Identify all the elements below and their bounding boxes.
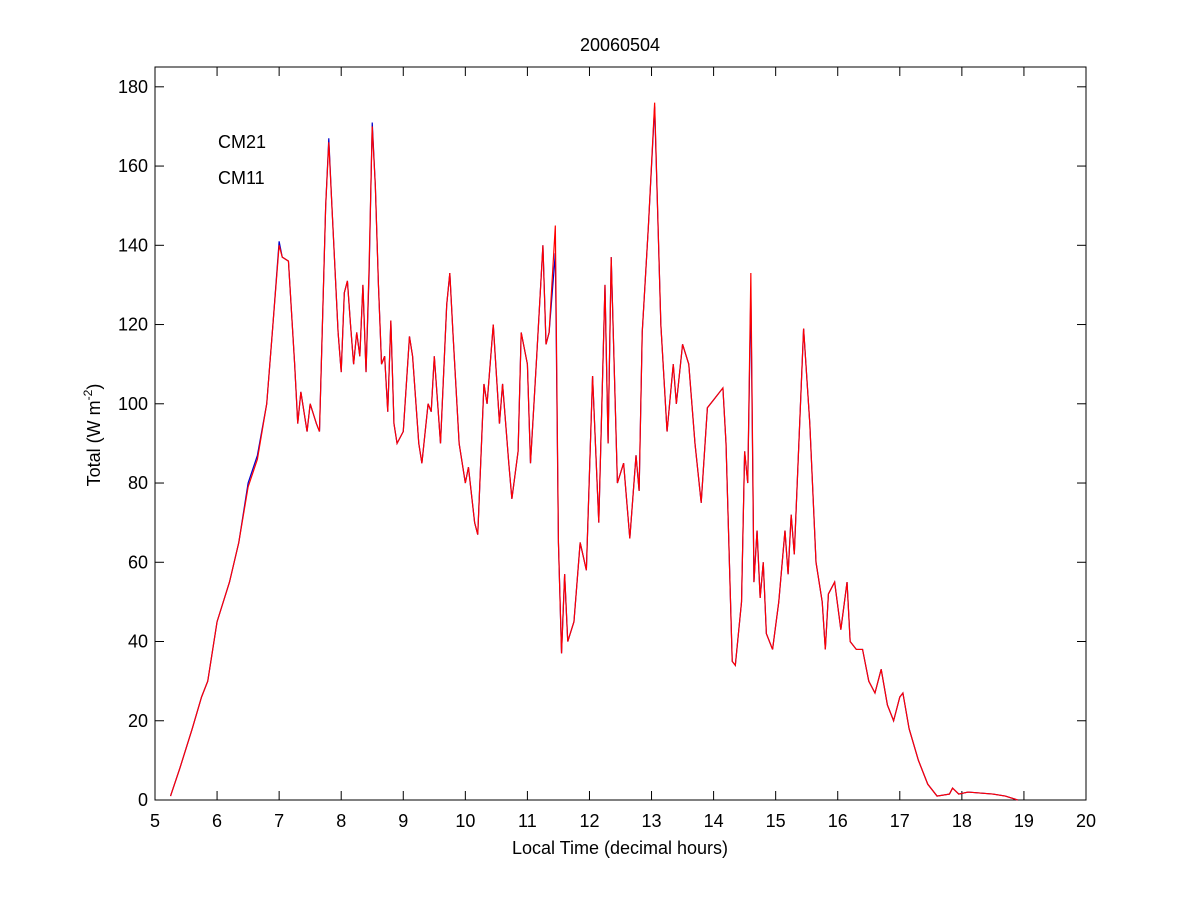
y-tick-label: 140 [118,235,148,255]
x-tick-label: 19 [1014,811,1034,831]
x-tick-label: 14 [704,811,724,831]
x-tick-label: 7 [274,811,284,831]
x-tick-label: 9 [398,811,408,831]
legend-entry: CM11 [218,168,265,188]
chart-title: 20060504 [580,35,660,55]
x-tick-label: 18 [952,811,972,831]
x-tick-label: 10 [455,811,475,831]
x-tick-label: 20 [1076,811,1096,831]
x-tick-label: 15 [766,811,786,831]
x-tick-label: 5 [150,811,160,831]
y-tick-label: 100 [118,394,148,414]
y-tick-label: 120 [118,315,148,335]
x-tick-label: 6 [212,811,222,831]
y-label-main: Total (W m [84,400,104,486]
x-tick-label: 16 [828,811,848,831]
y-label-sup: -2 [81,389,95,400]
y-tick-label: 20 [128,711,148,731]
legend-entry: CM21 [218,132,266,152]
data-line [169,102,1018,801]
y-tick-label: 60 [128,552,148,572]
x-tick-label: 12 [579,811,599,831]
x-axis-label: Local Time (decimal hours) [512,838,728,858]
y-axis-label: Total (W m-2) [81,384,104,487]
y-tick-label: 0 [138,790,148,810]
y-tick-label: 40 [128,632,148,652]
y-tick-label: 80 [128,473,148,493]
y-label-end: ) [84,384,104,390]
y-tick-label: 180 [118,77,148,97]
y-tick-label: 160 [118,156,148,176]
x-tick-label: 11 [518,811,537,831]
x-tick-label: 13 [642,811,662,831]
plot-box [154,66,1087,801]
x-tick-label: 17 [890,811,910,831]
x-tick-label: 8 [336,811,346,831]
